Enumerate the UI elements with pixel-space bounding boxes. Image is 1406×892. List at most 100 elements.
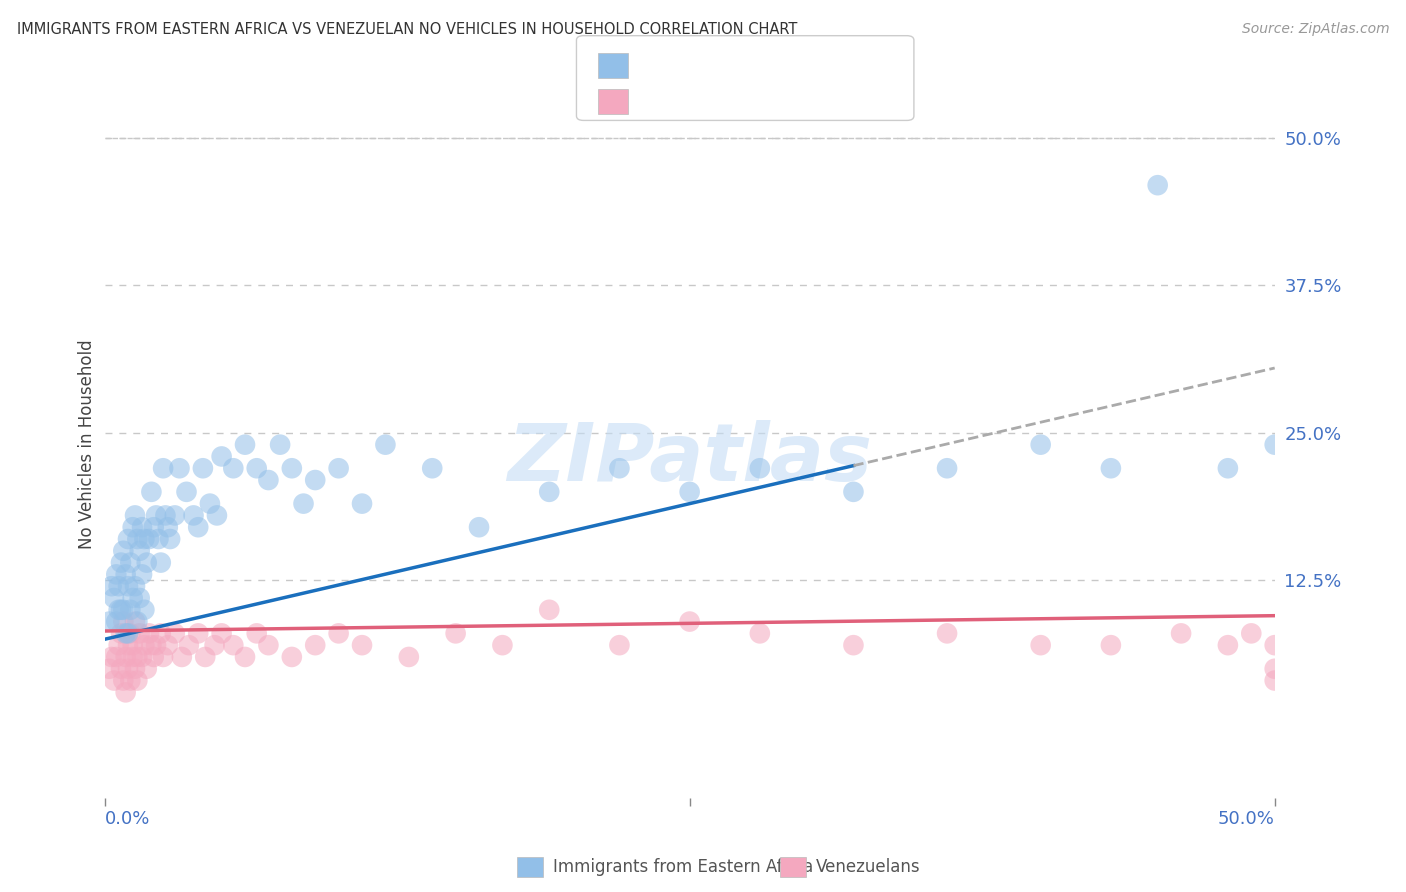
- Point: [142, 650, 165, 665]
- Text: 0.0%: 0.0%: [104, 810, 150, 829]
- Point: [127, 615, 149, 629]
- Point: [246, 461, 269, 475]
- Point: [128, 626, 150, 640]
- Point: [1029, 437, 1052, 451]
- Point: [105, 615, 128, 629]
- Point: [328, 461, 350, 475]
- Point: [107, 579, 129, 593]
- Point: [155, 508, 177, 523]
- Point: [1264, 437, 1286, 451]
- Point: [609, 638, 631, 652]
- Point: [936, 461, 959, 475]
- Point: [98, 662, 121, 676]
- Text: IMMIGRANTS FROM EASTERN AFRICA VS VENEZUELAN NO VEHICLES IN HOUSEHOLD CORRELATIO: IMMIGRANTS FROM EASTERN AFRICA VS VENEZU…: [17, 22, 797, 37]
- Point: [169, 461, 191, 475]
- Point: [191, 461, 214, 475]
- Point: [100, 650, 122, 665]
- Point: [124, 508, 146, 523]
- Point: [156, 520, 179, 534]
- Point: [936, 626, 959, 640]
- Point: [176, 484, 198, 499]
- Point: [420, 461, 443, 475]
- Point: [117, 638, 139, 652]
- Point: [222, 461, 245, 475]
- Point: [444, 626, 467, 640]
- Text: Source: ZipAtlas.com: Source: ZipAtlas.com: [1241, 22, 1389, 37]
- Point: [131, 650, 153, 665]
- Point: [163, 626, 186, 640]
- Point: [100, 579, 122, 593]
- Point: [538, 484, 561, 499]
- Point: [141, 484, 163, 499]
- Point: [679, 484, 702, 499]
- Point: [110, 603, 132, 617]
- Point: [112, 615, 135, 629]
- Point: [105, 567, 128, 582]
- Point: [120, 603, 142, 617]
- Point: [121, 638, 143, 652]
- Point: [138, 532, 160, 546]
- Point: [269, 437, 291, 451]
- Text: R =  0.513   N = 74: R = 0.513 N = 74: [637, 55, 813, 73]
- Point: [141, 638, 163, 652]
- Point: [538, 603, 561, 617]
- Point: [105, 650, 128, 665]
- Point: [350, 497, 373, 511]
- Point: [110, 626, 132, 640]
- Point: [117, 626, 139, 640]
- Point: [1099, 461, 1122, 475]
- Point: [127, 532, 149, 546]
- Point: [131, 567, 153, 582]
- Point: [468, 520, 491, 534]
- Point: [124, 662, 146, 676]
- Text: Venezuelans: Venezuelans: [815, 858, 920, 876]
- Point: [114, 567, 136, 582]
- Point: [187, 626, 209, 640]
- Point: [98, 615, 121, 629]
- Point: [211, 450, 233, 464]
- Point: [142, 520, 165, 534]
- Point: [374, 437, 396, 451]
- Point: [1264, 673, 1286, 688]
- Point: [205, 508, 228, 523]
- Point: [1029, 638, 1052, 652]
- Point: [1216, 638, 1239, 652]
- Point: [145, 508, 167, 523]
- Point: [679, 615, 702, 629]
- Point: [1170, 626, 1192, 640]
- Point: [304, 473, 326, 487]
- Point: [135, 662, 157, 676]
- Point: [304, 638, 326, 652]
- Text: 50.0%: 50.0%: [1218, 810, 1275, 829]
- Point: [134, 532, 156, 546]
- Point: [350, 638, 373, 652]
- Point: [149, 556, 172, 570]
- Point: [187, 520, 209, 534]
- Point: [112, 543, 135, 558]
- Point: [121, 650, 143, 665]
- Point: [194, 650, 217, 665]
- Point: [110, 556, 132, 570]
- Point: [103, 591, 125, 605]
- Y-axis label: No Vehicles in Household: No Vehicles in Household: [79, 340, 96, 549]
- Point: [135, 556, 157, 570]
- Point: [117, 532, 139, 546]
- Point: [748, 626, 770, 640]
- Point: [842, 484, 865, 499]
- Point: [148, 532, 170, 546]
- Point: [211, 626, 233, 640]
- Point: [117, 579, 139, 593]
- Point: [152, 650, 174, 665]
- Point: [163, 508, 186, 523]
- Point: [134, 603, 156, 617]
- Point: [131, 520, 153, 534]
- Point: [183, 508, 205, 523]
- Point: [120, 673, 142, 688]
- Point: [121, 520, 143, 534]
- Point: [491, 638, 513, 652]
- Text: ZIPatlas: ZIPatlas: [508, 420, 872, 498]
- Point: [114, 685, 136, 699]
- Point: [748, 461, 770, 475]
- Point: [328, 626, 350, 640]
- Point: [112, 673, 135, 688]
